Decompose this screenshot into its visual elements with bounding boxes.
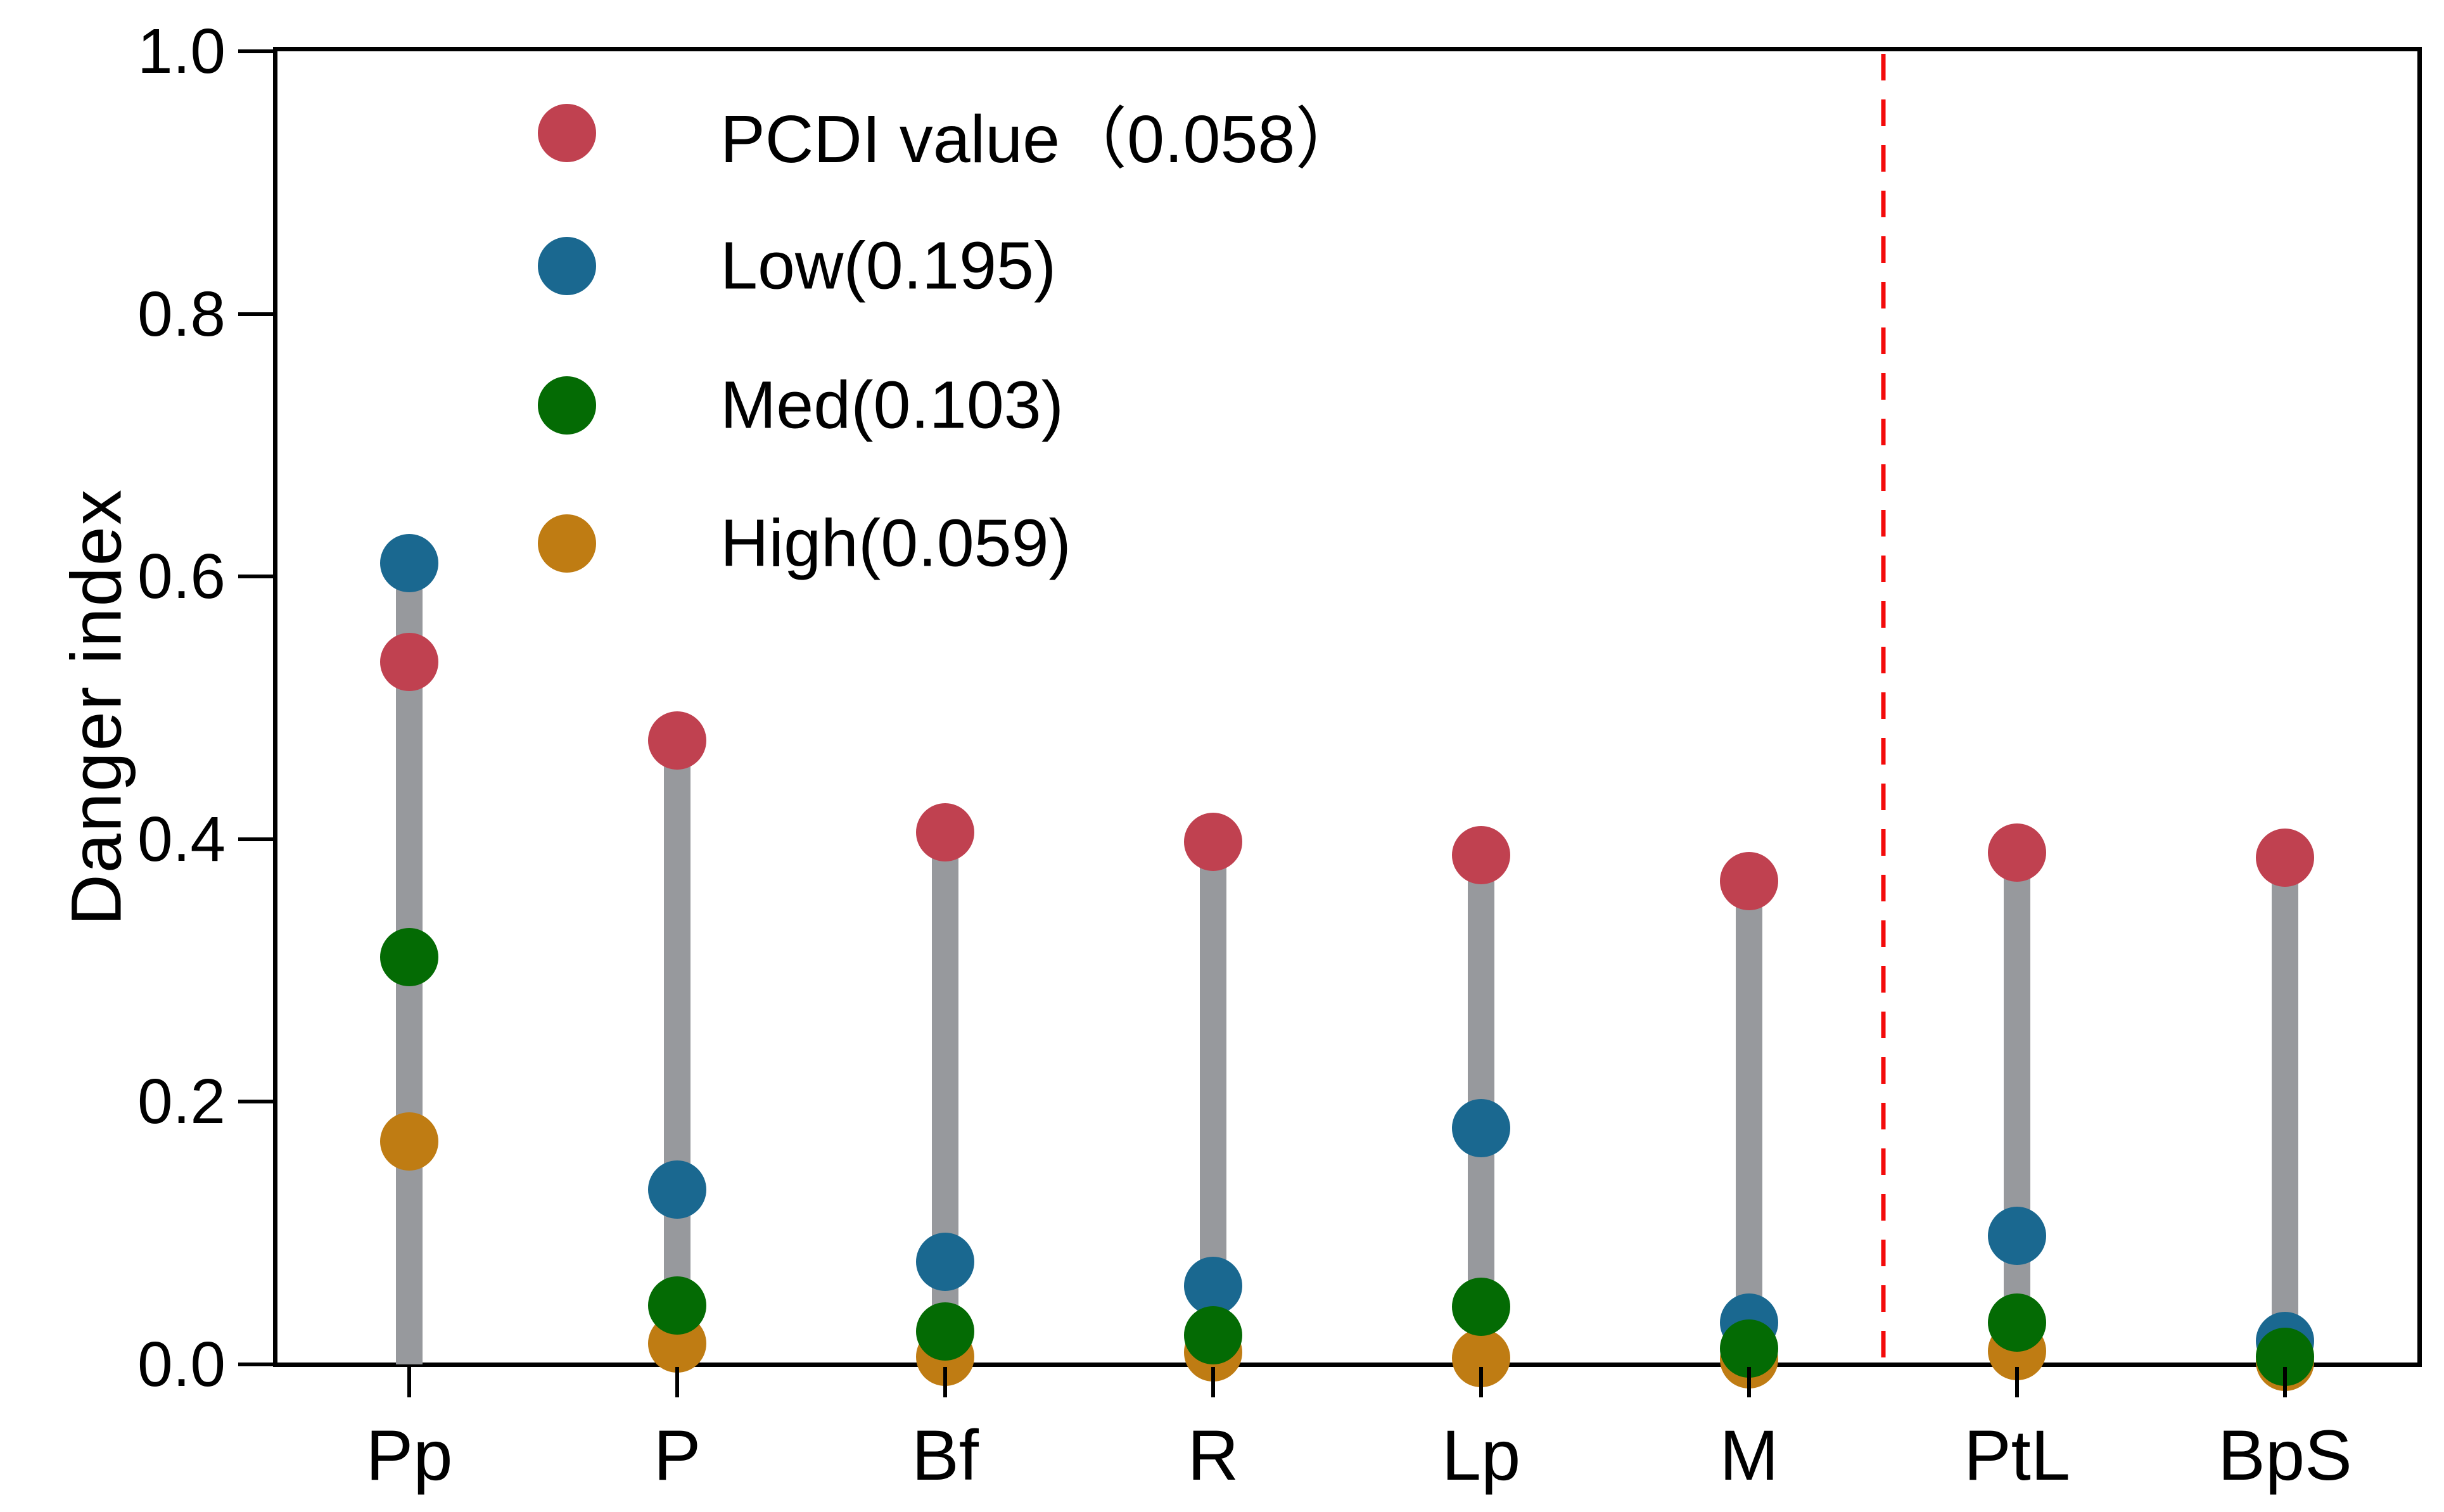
y-axis-tick-label: 0.8 bbox=[137, 279, 226, 350]
low-point-Pp bbox=[380, 534, 438, 592]
x-axis-category-label-P: P bbox=[653, 1416, 701, 1495]
med-point-PtL bbox=[1988, 1293, 2046, 1352]
med-point-R bbox=[1184, 1306, 1242, 1364]
stem-P bbox=[664, 740, 691, 1364]
y-axis-tick-0.0 bbox=[238, 1363, 273, 1366]
low-point-PtL bbox=[1988, 1207, 2046, 1265]
legend-high-label: High(0.059) bbox=[720, 505, 1071, 581]
pcdi-point-Bf bbox=[916, 803, 974, 861]
x-axis-category-label-BpS: BpS bbox=[2218, 1416, 2352, 1495]
y-axis-tick-label: 0.0 bbox=[137, 1329, 226, 1400]
low-point-Bf bbox=[916, 1233, 974, 1291]
x-axis-tick-Bf bbox=[943, 1367, 947, 1397]
y-axis-tick-0.6 bbox=[238, 575, 273, 578]
stem-M bbox=[1736, 881, 1762, 1364]
x-axis-tick-R bbox=[1211, 1367, 1215, 1397]
pcdi-point-Lp bbox=[1452, 826, 1510, 884]
y-axis-tick-0.2 bbox=[238, 1100, 273, 1103]
legend-med-dot-icon bbox=[538, 376, 596, 435]
med-point-Bf bbox=[916, 1302, 974, 1361]
y-axis-tick-1.0 bbox=[238, 49, 273, 53]
x-axis-tick-M bbox=[1747, 1367, 1751, 1397]
legend-pcdi-label: PCDI value（0.058） bbox=[720, 102, 1363, 177]
med-point-Pp bbox=[380, 928, 438, 986]
y-axis-tick-label: 0.2 bbox=[137, 1066, 226, 1137]
pcdi-point-PtL bbox=[1988, 823, 2046, 882]
y-axis-title: Danger index bbox=[56, 488, 136, 926]
x-axis-tick-P bbox=[675, 1367, 679, 1397]
x-axis-category-label-Bf: Bf bbox=[912, 1416, 979, 1495]
x-axis-category-label-M: M bbox=[1719, 1416, 1779, 1495]
x-axis-tick-PtL bbox=[2015, 1367, 2019, 1397]
x-axis-category-label-PtL: PtL bbox=[1963, 1416, 2071, 1495]
med-point-Lp bbox=[1452, 1278, 1510, 1336]
high-point-Pp bbox=[380, 1112, 438, 1171]
legend-low-dot-icon bbox=[538, 237, 596, 295]
pcdi-point-BpS bbox=[2256, 829, 2314, 887]
pcdi-point-M bbox=[1720, 852, 1778, 910]
x-axis-tick-Lp bbox=[1479, 1367, 1483, 1397]
x-axis-tick-BpS bbox=[2283, 1367, 2287, 1397]
med-point-P bbox=[648, 1276, 706, 1335]
y-axis-tick-label: 0.4 bbox=[137, 804, 226, 875]
y-axis-tick-label: 0.6 bbox=[137, 541, 226, 612]
pcdi-point-R bbox=[1184, 813, 1242, 871]
pcdi-point-Pp bbox=[380, 633, 438, 691]
stem-PtL bbox=[2004, 853, 2030, 1364]
low-point-P bbox=[648, 1160, 706, 1219]
stem-BpS bbox=[2272, 858, 2298, 1364]
x-axis-category-label-R: R bbox=[1187, 1416, 1239, 1495]
legend-high-dot-icon bbox=[538, 514, 596, 573]
x-axis-category-label-Lp: Lp bbox=[1441, 1416, 1521, 1495]
divider-dashed-line bbox=[1881, 54, 1886, 1362]
pcdi-point-P bbox=[648, 711, 706, 770]
y-axis-tick-0.4 bbox=[238, 837, 273, 841]
low-point-Lp bbox=[1452, 1099, 1510, 1157]
x-axis-tick-Pp bbox=[407, 1367, 411, 1397]
y-axis-tick-label: 1.0 bbox=[137, 16, 226, 87]
legend-pcdi-dot-icon bbox=[538, 104, 596, 162]
low-point-R bbox=[1184, 1257, 1242, 1315]
x-axis-category-label-Pp: Pp bbox=[366, 1416, 453, 1495]
legend-low-label: Low(0.195) bbox=[720, 228, 1057, 303]
plot-area-border bbox=[273, 47, 2422, 1367]
y-axis-tick-0.8 bbox=[238, 312, 273, 316]
legend-med-label: Med(0.103) bbox=[720, 367, 1064, 443]
